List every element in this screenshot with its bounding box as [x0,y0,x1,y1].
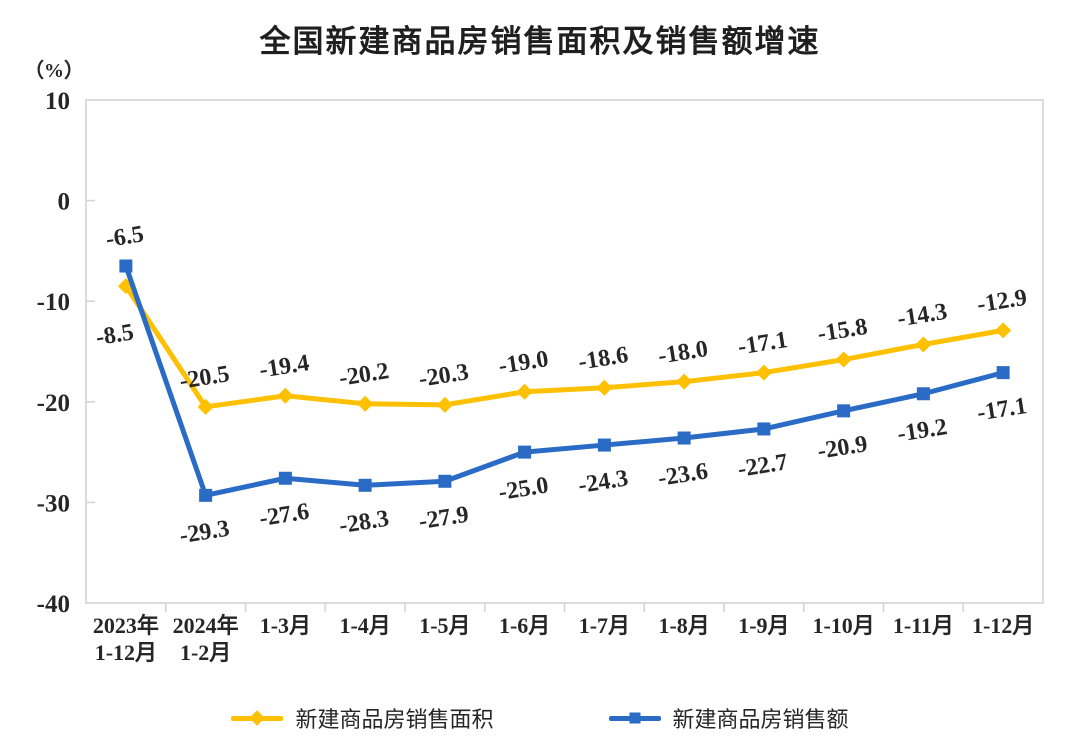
data-point-marker [835,351,852,368]
data-point-marker [199,488,213,502]
x-axis-label: 1-7月 [579,613,630,638]
data-point-marker [915,336,932,353]
data-label: -18.6 [577,342,630,376]
data-label: -27.6 [258,499,311,533]
data-label: -19.0 [497,346,550,380]
data-label: -17.1 [736,327,789,361]
data-label: -28.3 [337,506,390,540]
data-label: -12.9 [975,285,1028,319]
y-axis-label: 0 [58,189,71,216]
data-label: -29.3 [178,516,231,550]
y-axis-label: 10 [45,88,70,115]
y-axis-label: -10 [37,289,70,316]
chart-title: 全国新建商品房销售面积及销售额增速 [259,24,821,59]
legend-label: 新建商品房销售面积 [295,707,494,732]
series-line [123,263,1006,498]
data-point-marker [677,431,691,445]
x-axis-label: 1-12月 [95,640,157,665]
data-label: -23.6 [656,458,709,492]
data-point-marker [596,379,613,396]
x-axis-label: 1-9月 [738,613,789,638]
legend-item-sales-area: 新建商品房销售面积 [231,702,494,734]
x-axis-label: 1-8月 [658,613,709,638]
data-point-marker [755,364,772,381]
x-axis-label: 2023年 [93,613,159,638]
x-axis-label: 1-12月 [972,613,1034,638]
data-label: -20.9 [816,431,869,465]
data-label: -20.5 [178,361,231,395]
square-marker-icon [629,712,640,724]
data-point-marker [757,422,771,436]
y-axis-label: -30 [37,490,70,517]
data-label: -14.3 [896,299,949,333]
data-point-marker [995,322,1012,339]
data-label: -17.1 [975,393,1028,427]
x-axis-label: 1-3月 [260,613,311,638]
legend-label: 新建商品房销售额 [672,707,849,732]
x-axis-label: 1-10月 [812,613,874,638]
data-point-marker [277,387,294,404]
data-point-marker [438,474,452,488]
x-axis-label: 1-11月 [893,613,954,638]
y-axis-unit-label: （%） [24,60,84,82]
data-point-marker [996,366,1010,380]
legend-line-icon [231,710,284,726]
x-axis-label: 1-6月 [499,613,550,638]
data-point-marker [119,259,133,273]
legend-line-icon [608,712,661,724]
data-label: -20.3 [417,359,470,393]
data-point-marker [358,478,372,492]
data-label: -20.2 [337,358,390,392]
data-point-marker [117,278,134,295]
data-point-marker [597,438,611,452]
data-point-marker [436,396,453,413]
data-label: -8.5 [94,319,136,351]
data-label: -25.0 [497,472,550,506]
y-axis-label: -20 [37,390,70,417]
data-label: -27.9 [417,502,470,536]
legend: 新建商品房销售面积 新建商品房销售额 [0,702,1080,734]
data-label: -19.2 [896,414,949,448]
data-label: -24.3 [577,465,630,499]
data-label: -18.0 [656,336,709,370]
x-axis-label: 1-5月 [419,613,470,638]
data-label: -6.5 [104,221,146,253]
data-point-marker [197,398,214,415]
x-axis-label: 1-2月 [180,640,231,665]
data-point-marker [837,404,851,418]
data-point-marker [278,471,292,485]
data-label: -19.4 [258,350,311,384]
data-point-marker [357,395,374,412]
x-axis-label: 1-4月 [339,613,390,638]
series-line [123,283,1006,410]
data-label: -22.7 [736,449,789,483]
data-point-marker [518,445,532,459]
diamond-marker-icon [249,710,266,726]
data-point-marker [516,383,533,400]
data-point-marker [676,373,693,390]
legend-item-sales-value: 新建商品房销售额 [608,702,849,734]
y-axis-label: -40 [37,591,70,618]
data-point-marker [916,387,930,401]
data-label: -15.8 [816,314,869,348]
x-axis-label: 2024年 [173,613,239,638]
